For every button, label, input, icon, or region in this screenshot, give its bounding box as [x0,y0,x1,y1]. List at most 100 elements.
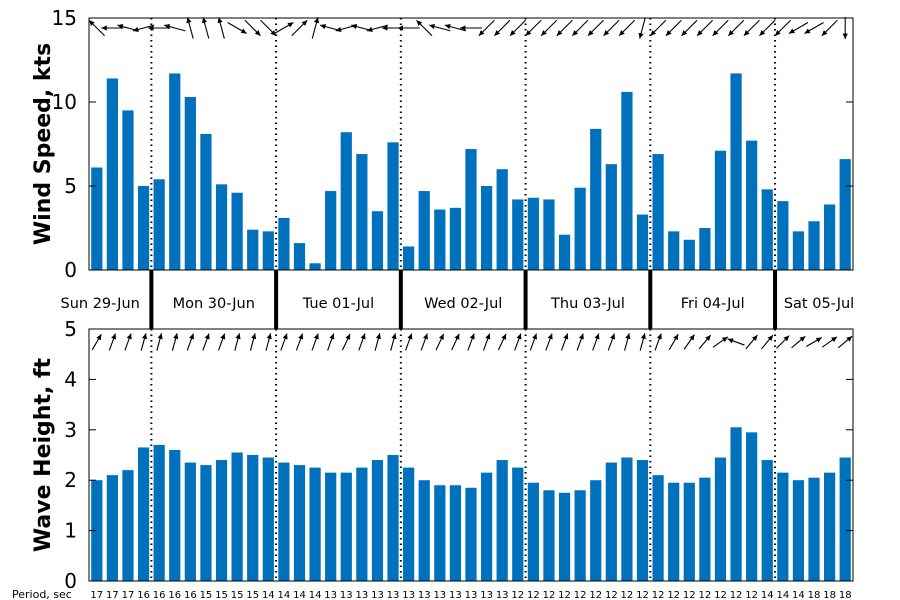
direction-arrow [88,19,105,37]
wind-bar [512,199,524,270]
direction-arrow [761,334,774,350]
day-label-strip: Sun 29-Jun Mon 30-Jun Tue 01-Jul Wed 02-Jul… [61,270,854,329]
direction-arrow [265,333,272,351]
period-value: 14 [278,590,291,600]
arrow-head [494,30,501,36]
y-tick-label: 0 [64,258,77,282]
period-value: 12 [558,590,571,600]
day-label: Sun 29-Jun [61,296,140,312]
wave-bar [621,457,633,581]
direction-arrow [390,333,397,351]
direction-arrow [842,17,848,39]
arrow-head [101,25,107,31]
arrow-head [141,333,148,340]
arrow-head [345,333,351,340]
arrow-head [804,28,811,34]
arrow-head [681,30,688,36]
wind-bar [543,199,555,270]
arrow-head [775,30,781,36]
wind-bar [652,154,664,270]
arrow-head [587,30,594,36]
wind-bar [449,207,462,270]
wind-bar [621,91,633,270]
wave-bar [449,485,462,581]
period-value: 14 [792,590,805,600]
direction-arrow [805,337,823,347]
period-value: 16 [184,590,197,600]
wind-bar [792,231,805,270]
y-tick-label: 10 [52,90,77,114]
wave-bar [262,457,274,581]
arrow-head [460,25,466,31]
direction-arrow [202,333,210,351]
direction-arrow [420,333,428,351]
wind-bar [839,159,851,270]
wave-bar [387,455,399,581]
direction-arrow [244,19,261,37]
wave-bar [683,482,695,581]
wave-bar [247,455,259,581]
direction-arrow [821,336,838,348]
direction-arrow [234,333,241,351]
wind-bar [730,73,742,270]
wind-bar [746,140,758,270]
direction-arrow [540,19,558,37]
arrow-head [204,333,210,340]
wind-bar [387,142,399,270]
period-value: 15 [231,590,244,600]
wave-bar [746,432,758,581]
wind-bar [823,204,836,270]
period-value: 12 [527,590,540,600]
period-value: 13 [324,590,337,600]
period-value: 14 [293,590,306,600]
arrow-head [164,24,171,30]
direction-arrow [638,17,646,39]
arrow-head [287,22,294,28]
wave-bar [356,467,368,581]
wave-bar [184,462,196,581]
period-value: 12 [714,590,727,600]
arrow-head [186,17,192,24]
wind-bar [480,186,493,270]
wind-bar [169,73,181,270]
arrow-head [728,30,734,36]
direction-arrow [804,22,824,34]
direction-arrow [587,19,604,37]
wave-bar [403,467,415,581]
direction-arrow [545,333,553,351]
arrow-head [360,333,366,340]
arrow-head [799,336,806,342]
arrow-head [251,333,257,340]
period-value: 13 [340,590,353,600]
direction-arrow [696,19,714,37]
direction-arrow [509,19,526,37]
arrow-head [578,333,584,340]
wind-bar [106,78,119,270]
direction-arrow [837,335,853,349]
wind-bar [371,211,384,270]
wind-bar [496,169,508,270]
arrow-head [314,17,320,24]
direction-arrow [665,19,682,37]
direction-arrow [260,19,277,37]
direction-arrow [429,24,451,32]
direction-arrow [624,333,631,351]
arrow-head [640,333,646,340]
wave-bar [558,492,571,581]
arrow-head [721,336,728,343]
day-label: Sat 05-Jul [784,296,854,312]
period-value: 12 [699,590,712,600]
period-value: 12 [652,590,665,600]
day-label: Tue 01-Jul [302,296,374,312]
period-value: 15 [215,590,228,600]
direction-arrow [311,333,319,351]
arrow-head [201,17,208,24]
direction-arrow [698,334,712,350]
wave-bar [325,472,337,581]
arrow-head [173,333,179,340]
direction-arrow [227,22,247,34]
day-label: Thu 03-Jul [550,296,625,312]
wind-bar [231,192,243,270]
wind-bar [293,243,306,270]
y-tick-label: 15 [52,6,77,30]
